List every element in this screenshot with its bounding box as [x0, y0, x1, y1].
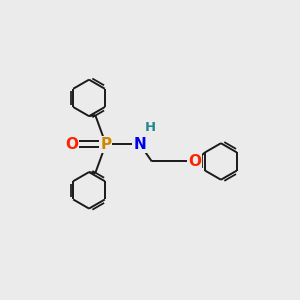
Text: H: H: [144, 121, 156, 134]
Text: P: P: [100, 136, 111, 152]
Text: O: O: [65, 136, 79, 152]
Text: N: N: [133, 136, 146, 152]
Text: O: O: [188, 154, 201, 169]
